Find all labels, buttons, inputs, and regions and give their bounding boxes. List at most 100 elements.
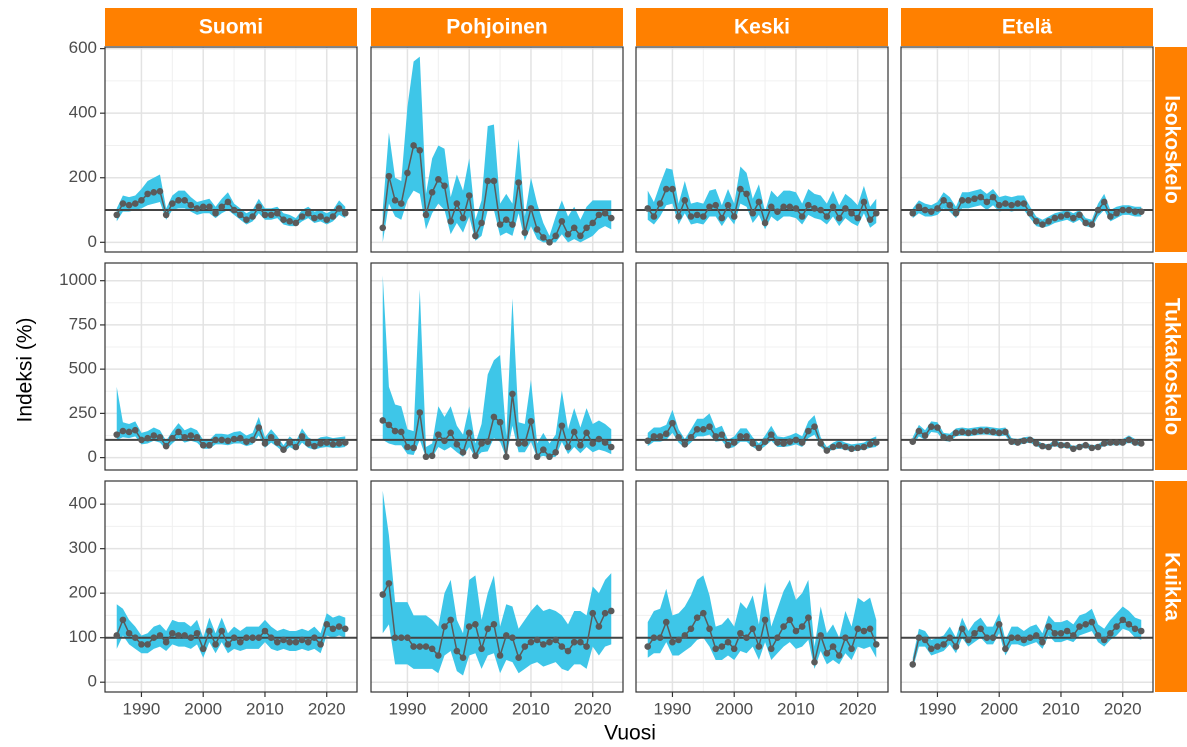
index-point <box>261 211 269 219</box>
column-strip <box>105 8 357 46</box>
index-point <box>854 214 862 222</box>
index-point <box>570 638 578 646</box>
index-point <box>1082 621 1089 628</box>
index-point <box>835 652 843 659</box>
row-strip <box>1155 47 1187 252</box>
index-point <box>472 621 479 628</box>
index-point <box>329 625 337 633</box>
index-point <box>323 439 331 446</box>
index-point <box>255 634 263 641</box>
x-tick-label: 1990 <box>389 699 427 718</box>
index-point <box>181 197 188 204</box>
index-point <box>1039 638 1046 646</box>
index-point <box>404 169 411 177</box>
index-point <box>662 618 670 626</box>
row-label: Kuikka <box>1160 552 1183 621</box>
index-point <box>422 643 430 650</box>
index-point <box>131 634 139 641</box>
index-point <box>589 609 597 617</box>
index-point <box>249 213 256 220</box>
index-point <box>737 629 744 637</box>
index-point <box>206 627 213 635</box>
index-point <box>435 176 442 183</box>
index-point <box>397 200 405 207</box>
index-point <box>977 193 984 201</box>
index-point <box>119 200 127 207</box>
index-point <box>1045 218 1052 225</box>
index-point <box>866 441 874 448</box>
index-point <box>490 177 498 185</box>
index-point <box>1113 623 1120 630</box>
index-point <box>286 218 293 225</box>
index-point <box>527 638 535 646</box>
index-point <box>404 443 411 451</box>
index-point <box>1088 221 1096 228</box>
index-point <box>706 423 713 430</box>
index-point <box>761 438 769 445</box>
index-point <box>280 216 287 224</box>
y-tick-label: 250 <box>69 403 97 422</box>
index-point <box>212 436 219 444</box>
index-point <box>952 429 960 437</box>
index-point <box>187 201 195 209</box>
index-point <box>410 643 417 650</box>
index-point <box>453 441 461 448</box>
index-point <box>156 433 164 441</box>
index-point <box>817 632 824 639</box>
index-point <box>823 213 831 220</box>
index-point <box>718 643 726 650</box>
index-point <box>971 195 978 203</box>
index-point <box>391 197 399 204</box>
index-point <box>693 614 701 621</box>
index-point <box>743 634 750 641</box>
index-point <box>792 436 800 444</box>
index-point <box>441 437 448 445</box>
index-point <box>989 428 997 436</box>
index-point <box>428 188 436 196</box>
index-point <box>465 623 473 630</box>
index-point <box>1094 206 1102 214</box>
index-point <box>798 623 806 630</box>
index-point <box>983 427 991 435</box>
index-point <box>915 427 923 435</box>
index-point <box>1088 444 1096 452</box>
index-point <box>490 413 498 421</box>
index-point <box>156 632 164 639</box>
index-point <box>435 431 442 438</box>
index-point <box>693 426 701 433</box>
index-point <box>743 433 750 440</box>
index-point <box>983 634 991 641</box>
index-point <box>940 641 947 648</box>
panel-background <box>901 47 1153 252</box>
index-point <box>465 192 473 199</box>
index-point <box>712 645 719 653</box>
index-point <box>502 632 510 639</box>
index-point <box>509 221 516 228</box>
index-point <box>1063 441 1071 449</box>
index-point <box>224 437 232 445</box>
index-point <box>218 627 226 635</box>
y-tick-label: 100 <box>69 627 97 646</box>
index-point <box>835 214 843 222</box>
index-point <box>379 224 387 232</box>
index-point <box>329 441 337 448</box>
index-point <box>767 645 775 653</box>
index-point <box>1026 209 1034 217</box>
y-tick-label: 750 <box>69 314 97 333</box>
index-point <box>521 643 529 650</box>
index-point <box>1039 442 1046 450</box>
index-point <box>397 428 405 436</box>
index-point <box>150 432 158 439</box>
index-point <box>848 445 855 453</box>
index-point <box>404 634 411 641</box>
index-point <box>1014 200 1022 207</box>
y-tick-label: 200 <box>69 583 97 602</box>
index-point <box>156 188 164 195</box>
index-point <box>236 434 244 442</box>
column-label: Pohjoinen <box>446 16 548 39</box>
index-point <box>274 439 281 446</box>
index-point <box>453 647 461 655</box>
index-point <box>515 654 522 662</box>
index-point <box>379 417 387 424</box>
index-point <box>175 428 182 436</box>
